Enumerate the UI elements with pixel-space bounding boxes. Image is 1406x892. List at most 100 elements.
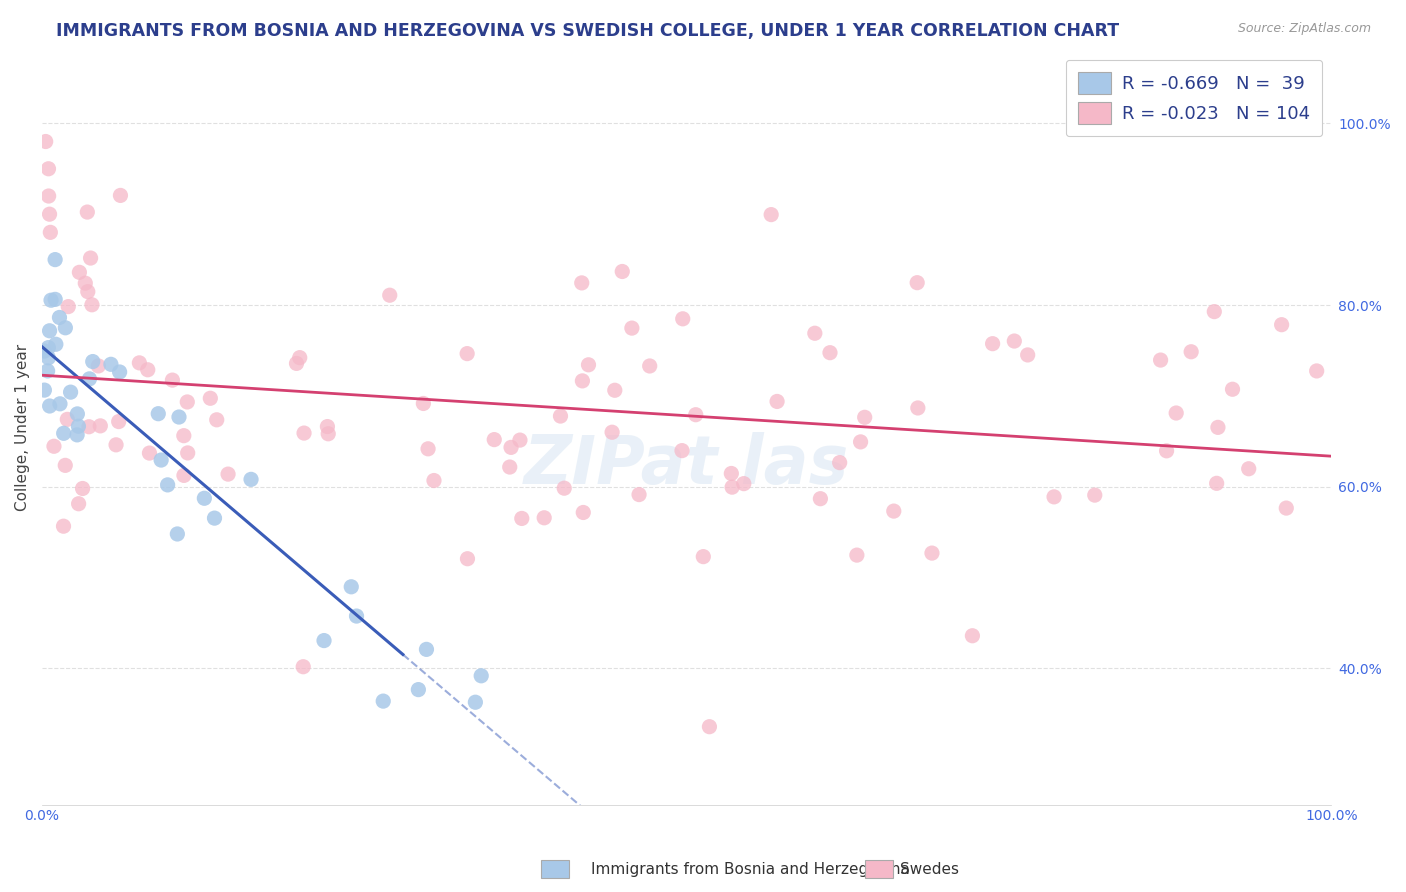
Point [48, 310, 70, 325]
Point [818, 345, 841, 359]
Point [240, 472, 263, 486]
Point [804, 326, 827, 341]
Point [173, 468, 195, 483]
Point [89, 418, 111, 433]
Point [38, 207, 60, 221]
Point [285, 356, 308, 370]
Point [217, 467, 239, 482]
Point [312, 633, 335, 648]
Point [456, 346, 478, 360]
Point [672, 311, 695, 326]
Text: Immigrants from Bosnia and Herzegovina: Immigrants from Bosnia and Herzegovina [591, 863, 910, 877]
Point [464, 695, 486, 709]
Point [499, 441, 522, 455]
Text: ZIPat las: ZIPat las [524, 433, 849, 499]
Point [66, 407, 89, 421]
Point [105, 438, 128, 452]
Point [77, 419, 100, 434]
Point [138, 446, 160, 460]
Point [905, 276, 928, 290]
Legend: R = -0.669   N =  39, R = -0.023   N = 104: R = -0.669 N = 39, R = -0.023 N = 104 [1066, 60, 1323, 136]
Point [1206, 420, 1229, 434]
Point [52, 519, 75, 533]
Point [66, 428, 89, 442]
Point [67, 419, 90, 434]
Point [292, 659, 315, 673]
Point [1180, 344, 1202, 359]
Point [53, 320, 76, 334]
Point [1149, 353, 1171, 368]
Point [37, 364, 59, 378]
Point [412, 396, 434, 410]
Point [1017, 348, 1039, 362]
Point [1043, 490, 1066, 504]
Point [720, 467, 742, 481]
Point [67, 265, 90, 279]
Point [107, 415, 129, 429]
Y-axis label: College, Under 1 year: College, Under 1 year [15, 344, 30, 511]
Point [204, 511, 226, 525]
Point [845, 548, 868, 562]
Point [72, 482, 94, 496]
Point [416, 442, 439, 456]
Point [603, 384, 626, 398]
Point [128, 356, 150, 370]
Point [1166, 406, 1188, 420]
Point [162, 373, 184, 387]
Point [44, 293, 66, 307]
Point [1084, 488, 1107, 502]
Point [733, 476, 755, 491]
Point [1222, 382, 1244, 396]
Point [1205, 476, 1227, 491]
Point [699, 720, 721, 734]
Point [39, 225, 62, 239]
Point [1156, 443, 1178, 458]
Point [76, 285, 98, 299]
Point [316, 426, 339, 441]
Point [572, 506, 595, 520]
Point [150, 453, 173, 467]
Point [80, 298, 103, 312]
Point [38, 324, 60, 338]
Point [600, 425, 623, 440]
Point [373, 694, 395, 708]
Point [34, 344, 56, 359]
Point [37, 161, 59, 176]
Point [553, 481, 575, 495]
Point [620, 321, 643, 335]
Point [759, 208, 782, 222]
Point [136, 363, 159, 377]
Point [37, 351, 59, 365]
Point [156, 478, 179, 492]
Point [42, 439, 65, 453]
Point [628, 487, 651, 501]
Point [44, 252, 66, 267]
Point [288, 351, 311, 365]
Point [52, 426, 75, 441]
Point [56, 412, 79, 426]
Point [45, 337, 67, 351]
Point [37, 341, 59, 355]
Point [39, 293, 62, 308]
Point [853, 410, 876, 425]
Point [378, 288, 401, 302]
Point [346, 609, 368, 624]
Point [685, 408, 707, 422]
Point [578, 358, 600, 372]
Point [49, 397, 72, 411]
Point [766, 394, 789, 409]
Point [408, 682, 430, 697]
Point [1271, 318, 1294, 332]
Point [571, 374, 593, 388]
Point [1204, 304, 1226, 318]
Point [205, 413, 228, 427]
Point [38, 399, 60, 413]
Point [316, 419, 339, 434]
Point [721, 480, 744, 494]
Point [883, 504, 905, 518]
Point [79, 251, 101, 265]
Point [1002, 334, 1025, 348]
Point [921, 546, 943, 560]
Point [456, 551, 478, 566]
Point [415, 642, 437, 657]
